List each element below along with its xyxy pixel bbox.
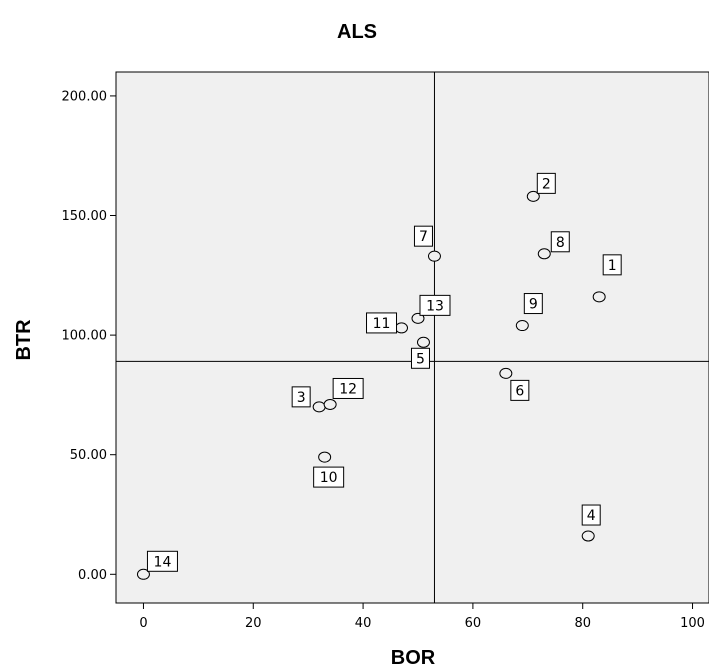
data-point-marker xyxy=(427,250,441,262)
y-axis: 0.00 50.00 100.00 150.00 200.00 xyxy=(62,89,116,583)
data-point-label-box xyxy=(523,293,543,315)
y-tick-label: 100.00 xyxy=(62,329,108,344)
x-tick-label: 100 xyxy=(680,616,705,631)
data-point-label-box xyxy=(602,254,622,276)
data-point-label-box xyxy=(536,172,556,194)
data-point-label-box xyxy=(550,231,570,253)
x-tick-label: 80 xyxy=(574,616,591,631)
data-point-marker xyxy=(515,320,529,332)
data-point-label: 12 xyxy=(339,381,357,397)
data-point-label-box xyxy=(413,225,433,247)
y-tick-label: 50.00 xyxy=(70,448,107,463)
data-point-marker xyxy=(499,367,513,379)
data-point-marker xyxy=(136,568,150,580)
data-point-label: 6 xyxy=(515,383,524,399)
data-point-label-box xyxy=(510,379,530,401)
y-tick-label: 150.00 xyxy=(62,209,108,224)
x-tick-label: 0 xyxy=(139,616,147,631)
data-point-marker xyxy=(312,401,326,413)
data-point-label: 5 xyxy=(416,351,425,367)
data-point-label: 11 xyxy=(373,316,391,332)
data-point-label: 10 xyxy=(320,470,338,486)
x-tick-label: 60 xyxy=(465,616,482,631)
data-point-label: 3 xyxy=(297,390,306,406)
plot-area xyxy=(115,71,709,604)
data-point-label-box xyxy=(313,466,345,488)
data-point-marker xyxy=(592,291,606,303)
data-point-label: 9 xyxy=(529,297,538,313)
data-point-label: 14 xyxy=(154,554,172,570)
y-axis-label: BTR xyxy=(13,319,35,361)
data-point-label-box xyxy=(419,294,451,316)
data-point-label: 2 xyxy=(542,176,551,192)
y-tick-label: 0.00 xyxy=(78,568,107,583)
data-point-label-box xyxy=(291,386,311,408)
data-point-label: 4 xyxy=(587,508,596,524)
data-point-label-box xyxy=(366,312,398,334)
data-point-label: 7 xyxy=(419,229,428,245)
data-point-label-box xyxy=(581,504,601,526)
chart-title: ALS xyxy=(337,21,377,43)
data-point-label: 13 xyxy=(426,298,444,314)
data-point-label: 8 xyxy=(556,235,565,251)
data-point-label-box xyxy=(410,347,430,369)
data-point-marker xyxy=(323,398,337,410)
data-point-label-box xyxy=(332,377,364,399)
data-point-marker xyxy=(416,336,430,348)
data-point-marker xyxy=(526,190,540,202)
data-point-label-box xyxy=(146,550,178,572)
data-point-marker xyxy=(318,451,332,463)
x-tick-label: 40 xyxy=(355,616,372,631)
data-point-marker xyxy=(537,248,551,260)
x-axis-label: BOR xyxy=(391,647,436,669)
data-point-marker xyxy=(581,530,595,542)
y-tick-label: 200.00 xyxy=(62,89,108,104)
data-point-label: 1 xyxy=(608,258,617,274)
x-tick-label: 20 xyxy=(245,616,262,631)
x-axis: 0 20 40 60 80 100 xyxy=(139,603,705,631)
data-point-marker xyxy=(395,322,409,334)
